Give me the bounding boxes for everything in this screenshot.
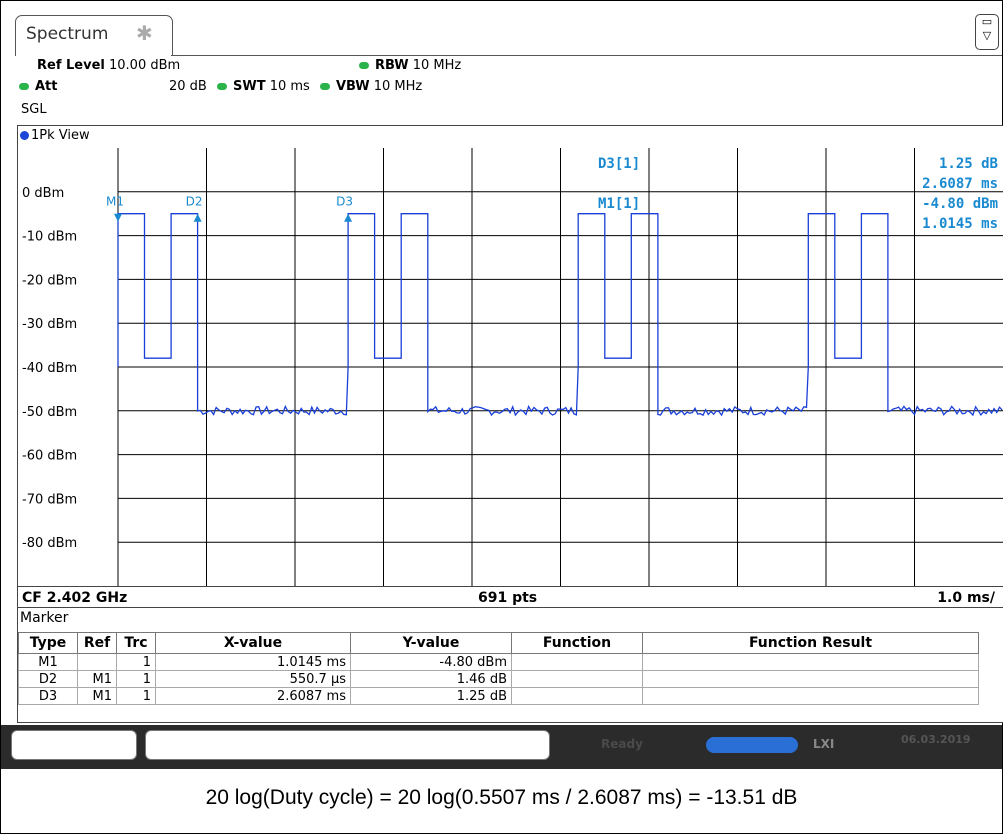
sweep-points: 691 pts — [478, 590, 538, 606]
sweep-mode: SGL — [21, 102, 47, 117]
tab-divider — [171, 55, 1002, 56]
readout-d3-label: D3[1] — [598, 156, 640, 172]
tab-spectrum[interactable]: Spectrum ✱ — [15, 15, 173, 56]
cell-function — [511, 653, 643, 671]
marker-d3-icon — [344, 213, 353, 222]
table-row[interactable]: D3 M1 1 2.6087 ms 1.25 dB — [18, 687, 979, 705]
cell-type: D3 — [18, 687, 78, 705]
led-icon — [359, 62, 369, 69]
col-type: Type — [18, 632, 78, 654]
plot-area[interactable]: 0 dBm -10 dBm -20 dBm -30 dBm -40 dBm -50 dBm… — [18, 126, 1003, 586]
cell-function — [511, 670, 643, 688]
ref-level-label: Ref Level — [37, 58, 105, 73]
y-tick-label: -50 dBm — [22, 405, 77, 420]
y-tick-label: -60 dBm — [22, 449, 77, 464]
duty-cycle-caption: 20 log(Duty cycle) = 20 log(0.5507 ms / … — [205, 786, 798, 809]
att-value: 20 dB — [169, 79, 207, 94]
led-icon — [19, 83, 29, 90]
cell-type: D2 — [18, 670, 78, 688]
ref-level-param: Ref Level 10.00 dBm — [37, 58, 180, 73]
y-tick-label: -70 dBm — [22, 492, 77, 507]
vbw-label: VBW — [335, 79, 370, 94]
cell-function-result — [642, 687, 979, 705]
table-row[interactable]: D2 M1 1 550.7 µs 1.46 dB — [18, 670, 979, 688]
y-tick-label: -20 dBm — [22, 273, 77, 288]
cell-trc: 1 — [116, 687, 156, 705]
col-trc: Trc — [116, 632, 156, 654]
cell-trc: 1 — [116, 670, 156, 688]
trace-dot-icon — [20, 131, 29, 140]
cell-function-result — [642, 653, 979, 671]
cell-y-value: 1.25 dB — [350, 687, 512, 705]
cell-x-value: 550.7 µs — [155, 670, 351, 688]
y-tick-label: -30 dBm — [22, 317, 77, 332]
status-info-box[interactable] — [145, 730, 550, 760]
status-bar: Ready LXI 06.03.2019 — [1, 725, 1002, 769]
readout-m1-value: -4.80 dBm — [922, 196, 998, 212]
marker-d2-label: D2 — [186, 195, 203, 209]
readout-d3-time: 2.6087 ms — [922, 176, 998, 192]
pin-icon[interactable]: ✱ — [136, 21, 153, 45]
col-ref: Ref — [77, 632, 117, 654]
toolbar-toggle-icon[interactable]: ▭ ▽ — [975, 14, 999, 50]
time-per-division: 1.0 ms/ — [937, 590, 995, 606]
cell-function — [511, 687, 643, 705]
marker-m1-label: M1 — [106, 195, 124, 209]
ref-level-value: 10.00 dBm — [109, 58, 181, 73]
trace-line — [117, 213, 1003, 417]
y-tick-label: -80 dBm — [22, 536, 77, 551]
rbw-param: RBW 10 MHz — [359, 58, 461, 73]
status-date: 06.03.2019 — [901, 733, 971, 746]
att-label: Att — [35, 79, 58, 94]
swt-label: SWT — [233, 79, 266, 94]
y-tick-label: -10 dBm — [22, 230, 77, 245]
cell-ref: M1 — [77, 687, 117, 705]
marker-d3-label: D3 — [336, 195, 353, 209]
swt-value: 10 ms — [269, 79, 310, 94]
col-function: Function — [511, 632, 643, 654]
led-icon — [319, 83, 330, 90]
marker-d2-icon — [193, 213, 202, 222]
att-param: Att — [19, 79, 58, 94]
readout-m1-time: 1.0145 ms — [922, 216, 998, 232]
tab-title: Spectrum — [26, 24, 109, 44]
col-function-result: Function Result — [642, 632, 979, 654]
y-tick-label: 0 dBm — [22, 186, 64, 201]
vbw-value: 10 MHz — [373, 79, 423, 94]
col-x-value: X-value — [155, 632, 351, 654]
cell-trc: 1 — [116, 653, 156, 671]
rbw-label: RBW — [375, 58, 409, 73]
cell-y-value: -4.80 dBm — [350, 653, 512, 671]
view-label: 1Pk View — [20, 128, 90, 143]
led-icon — [217, 83, 227, 90]
att-value-group: 20 dB SWT 10 ms VBW 10 MHz — [169, 79, 422, 94]
view-label-text: 1Pk View — [31, 128, 90, 143]
marker-m1-icon — [114, 213, 122, 222]
marker-table-panel: Marker Type Ref Trc X-value Y-value Func… — [17, 607, 1003, 723]
cell-y-value: 1.46 dB — [350, 670, 512, 688]
rbw-value: 10 MHz — [412, 58, 462, 73]
lxi-indicator: LXI — [813, 737, 835, 751]
cell-x-value: 1.0145 ms — [155, 653, 351, 671]
cell-function-result — [642, 670, 979, 688]
marker-table: Type Ref Trc X-value Y-value Function Fu… — [18, 632, 979, 705]
cell-x-value: 2.6087 ms — [155, 687, 351, 705]
col-y-value: Y-value — [350, 632, 512, 654]
progress-bar — [706, 737, 798, 753]
cell-ref — [77, 653, 117, 671]
status-message-box[interactable] — [11, 730, 137, 760]
spectrum-diagram[interactable]: 1Pk View 0 dBm -10 dBm -20 dBm -30 dBm -40 d… — [17, 125, 1003, 609]
marker-table-title: Marker — [20, 610, 69, 626]
y-tick-label: -40 dBm — [22, 361, 77, 376]
readout-m1-label: M1[1] — [598, 196, 640, 212]
table-row[interactable]: M1 1 1.0145 ms -4.80 dBm — [18, 653, 979, 671]
cell-ref: M1 — [77, 670, 117, 688]
diagram-footer: CF 2.402 GHz 691 pts 1.0 ms/ — [18, 586, 1003, 609]
cell-type: M1 — [18, 653, 78, 671]
ready-indicator: Ready — [601, 737, 643, 751]
readout-d3-value: 1.25 dB — [939, 156, 998, 172]
center-frequency: CF 2.402 GHz — [22, 590, 128, 606]
